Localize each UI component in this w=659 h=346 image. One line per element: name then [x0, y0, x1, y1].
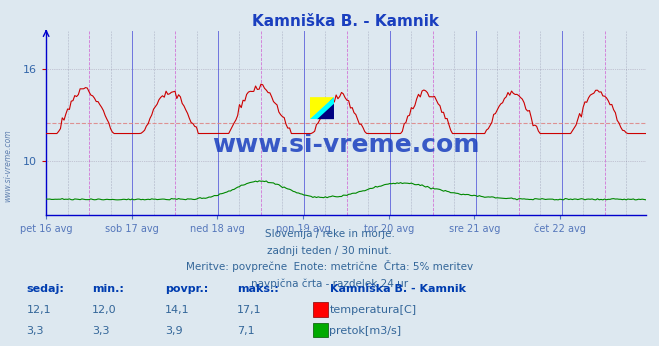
Text: 7,1: 7,1 — [237, 326, 255, 336]
Title: Kamniška B. - Kamnik: Kamniška B. - Kamnik — [252, 13, 440, 29]
Text: 12,1: 12,1 — [26, 305, 51, 315]
Polygon shape — [317, 104, 334, 119]
Text: min.:: min.: — [92, 284, 124, 294]
Text: sedaj:: sedaj: — [26, 284, 64, 294]
Text: www.si-vreme.com: www.si-vreme.com — [212, 133, 480, 157]
Polygon shape — [310, 97, 334, 119]
Text: 3,3: 3,3 — [26, 326, 44, 336]
Text: www.si-vreme.com: www.si-vreme.com — [3, 130, 13, 202]
Text: Slovenija / reke in morje.: Slovenija / reke in morje. — [264, 229, 395, 239]
Polygon shape — [310, 97, 334, 119]
Text: temperatura[C]: temperatura[C] — [330, 305, 416, 315]
Text: Meritve: povprečne  Enote: metrične  Črta: 5% meritev: Meritve: povprečne Enote: metrične Črta:… — [186, 260, 473, 272]
Text: maks.:: maks.: — [237, 284, 279, 294]
Text: 12,0: 12,0 — [92, 305, 117, 315]
Text: povpr.:: povpr.: — [165, 284, 208, 294]
Text: 3,3: 3,3 — [92, 326, 110, 336]
Text: navpična črta - razdelek 24 ur: navpična črta - razdelek 24 ur — [251, 278, 408, 289]
Text: 14,1: 14,1 — [165, 305, 189, 315]
Text: Kamniška B. - Kamnik: Kamniška B. - Kamnik — [330, 284, 465, 294]
Text: 17,1: 17,1 — [237, 305, 262, 315]
Text: pretok[m3/s]: pretok[m3/s] — [330, 326, 401, 336]
Text: 3,9: 3,9 — [165, 326, 183, 336]
Text: zadnji teden / 30 minut.: zadnji teden / 30 minut. — [267, 246, 392, 256]
